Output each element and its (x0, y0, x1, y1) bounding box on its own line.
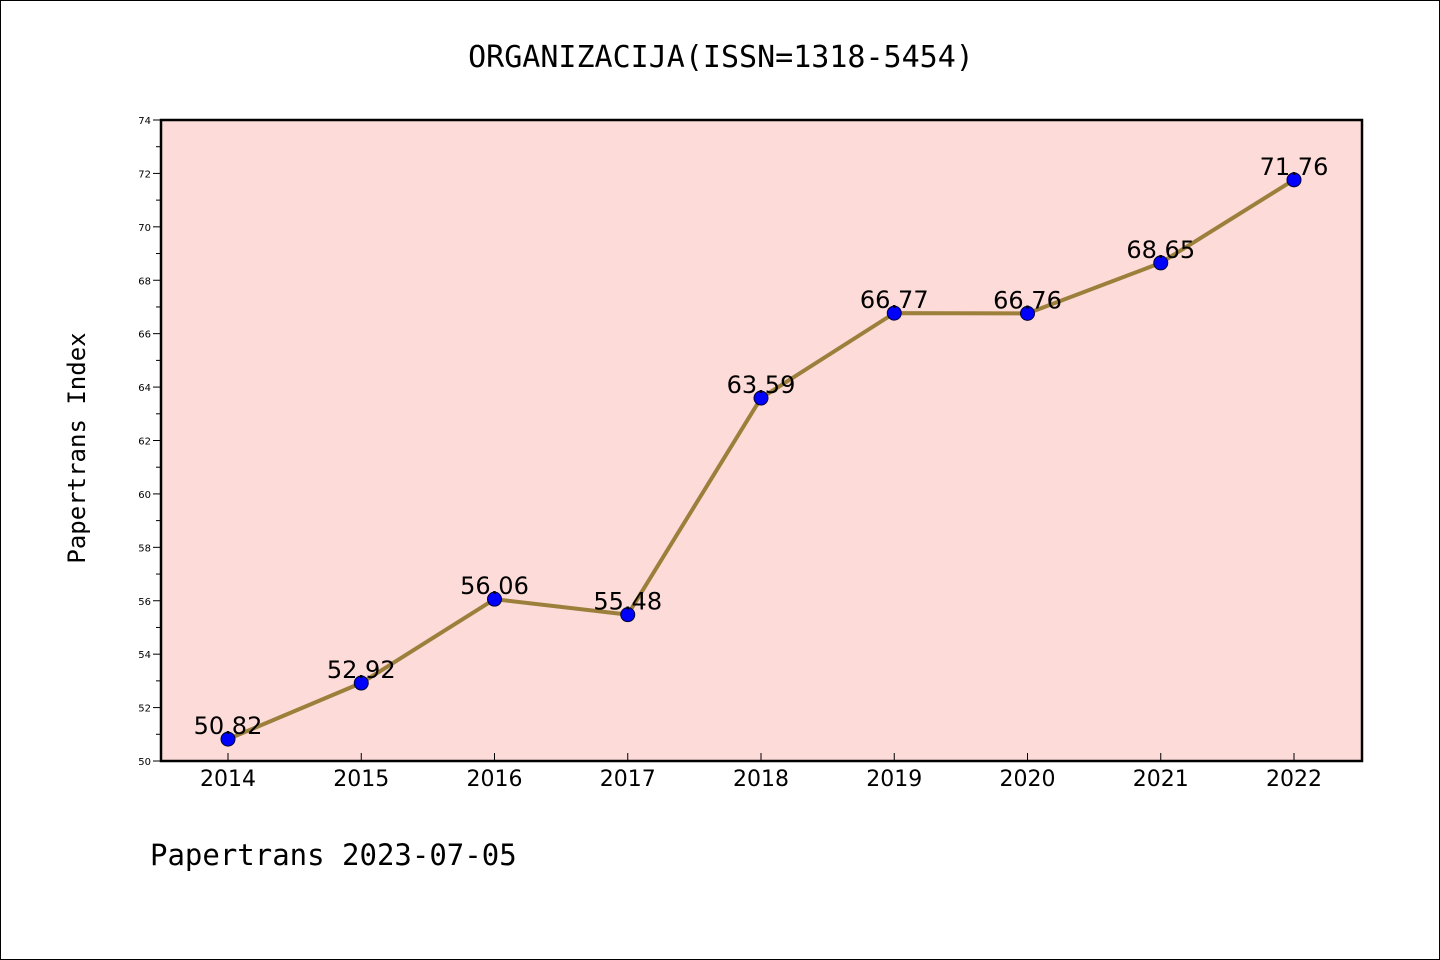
data-point (753, 390, 769, 406)
y-tick-label: 64 (138, 383, 151, 394)
data-point (353, 675, 369, 691)
data-point (1153, 255, 1169, 271)
data-labels: 50.82 52.92 56.06 55.48 63.59 66.77 66.76 68.65… (194, 153, 1329, 740)
data-label: 56.06 (460, 572, 529, 600)
x-tick-label: 2016 (467, 767, 523, 792)
y-axis-label: Papertrans Index (63, 332, 91, 563)
x-tick-label: 2015 (333, 767, 389, 792)
data-label: 63.59 (727, 371, 796, 399)
x-tick-label: 2017 (600, 767, 656, 792)
data-label: 66.76 (993, 286, 1062, 314)
chart-title: ORGANIZACIJA(ISSN=1318-5454) (468, 40, 974, 75)
data-point (620, 607, 636, 623)
y-tick-label: 70 (138, 223, 151, 234)
series-markers (220, 172, 1302, 747)
y-tick-label: 62 (138, 437, 151, 448)
plot-border (159, 118, 1364, 763)
x-tick-label: 2022 (1266, 767, 1322, 792)
y-tick-label: 66 (138, 330, 151, 341)
y-tick-label: 58 (138, 543, 151, 554)
x-axis: 2014 2015 2016 2017 2018 2019 2020 2021 2022 (200, 753, 1322, 792)
y-tick-label: 68 (138, 276, 151, 287)
data-label: 71.76 (1260, 153, 1329, 181)
y-axis: 50 52 54 56 58 60 62 64 66 68 70 72 74 (138, 116, 161, 768)
data-label: 52.92 (327, 656, 396, 684)
y-tick-label: 74 (138, 116, 151, 127)
data-point (1286, 172, 1302, 188)
data-point (886, 305, 902, 321)
data-label: 68.65 (1126, 236, 1195, 264)
x-tick-label: 2021 (1133, 767, 1189, 792)
y-tick-label: 52 (138, 704, 151, 715)
data-label: 55.48 (593, 588, 662, 616)
x-tick-label: 2020 (1000, 767, 1056, 792)
x-tick-label: 2019 (866, 767, 922, 792)
footer-date: Papertrans 2023-07-05 (150, 838, 517, 872)
y-tick-label: 72 (138, 169, 151, 180)
data-label: 66.77 (860, 286, 929, 314)
y-tick-label: 54 (138, 650, 151, 661)
data-point (220, 731, 236, 747)
x-tick-label: 2014 (200, 767, 256, 792)
x-tick-label: 2018 (733, 767, 789, 792)
y-tick-label: 50 (138, 757, 151, 768)
y-tick-label: 60 (138, 490, 151, 501)
data-label: 50.82 (194, 712, 263, 740)
data-point (1020, 305, 1035, 321)
y-tick-label: 56 (138, 597, 151, 608)
data-point (487, 591, 502, 607)
plot-area (161, 120, 1362, 761)
